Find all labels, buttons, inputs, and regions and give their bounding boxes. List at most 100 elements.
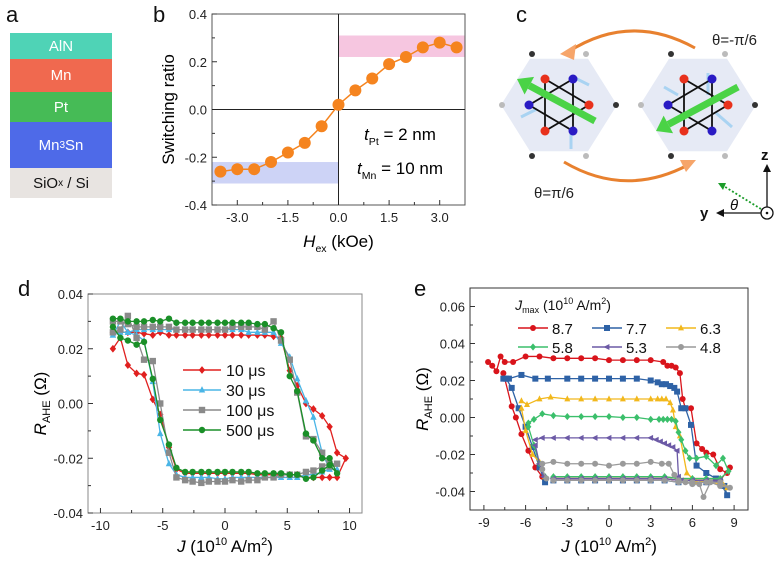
data-point xyxy=(198,468,205,476)
mn-atom-red xyxy=(679,126,689,136)
data-point xyxy=(318,463,326,470)
data-point xyxy=(261,320,269,328)
mn-atom-red xyxy=(540,126,550,136)
data-point xyxy=(564,375,571,382)
y-tick-label: 0.2 xyxy=(189,55,207,70)
data-point xyxy=(678,436,685,444)
y-axis-label: Switching ratio xyxy=(159,54,178,165)
data-point xyxy=(286,372,293,380)
y-axis-arrow-icon xyxy=(716,209,724,217)
data-point xyxy=(619,460,626,467)
legend-marker xyxy=(198,366,206,374)
data-point xyxy=(109,344,117,353)
data-point xyxy=(564,412,571,421)
panel-label-c: c xyxy=(516,2,527,27)
data-point xyxy=(703,449,710,456)
x-axis-label: J (1010 A/m2) xyxy=(176,536,273,556)
data-point xyxy=(326,455,333,462)
data-point xyxy=(688,405,695,412)
data-point xyxy=(661,477,668,484)
data-point xyxy=(109,323,117,331)
data-point xyxy=(658,395,665,402)
data-point xyxy=(281,146,294,159)
data-point xyxy=(647,357,654,364)
series-3 xyxy=(109,315,341,482)
data-point xyxy=(606,375,612,382)
data-point xyxy=(501,359,508,365)
x-tick-label: -5 xyxy=(157,518,169,533)
data-point xyxy=(245,331,252,339)
data-point xyxy=(342,454,350,463)
data-point xyxy=(606,395,612,402)
data-point xyxy=(117,326,124,333)
data-point xyxy=(261,474,269,481)
data-point xyxy=(237,323,245,331)
x-tick-label: 9 xyxy=(730,515,737,530)
data-point xyxy=(667,383,674,390)
data-point xyxy=(726,484,733,491)
data-point xyxy=(503,375,510,382)
x-tick-label: 3.0 xyxy=(431,210,449,225)
data-point xyxy=(254,320,261,328)
legend-label: 8.7 xyxy=(552,321,573,338)
data-point xyxy=(173,464,180,472)
layer-label: Mn xyxy=(50,67,72,84)
corner-atom xyxy=(529,51,535,57)
data-point xyxy=(652,436,659,443)
data-point xyxy=(543,475,550,482)
data-point xyxy=(149,357,156,365)
data-point xyxy=(349,84,362,97)
data-point xyxy=(221,319,229,326)
data-point xyxy=(664,362,671,369)
data-point xyxy=(679,396,686,402)
corner-atom xyxy=(529,153,535,159)
data-point xyxy=(198,326,205,333)
data-point xyxy=(248,163,261,176)
data-point xyxy=(550,412,557,420)
y-tick-label: 0.00 xyxy=(440,411,465,426)
layer-0: AlN xyxy=(10,33,112,59)
legend-label: 5.8 xyxy=(552,340,573,357)
data-point xyxy=(245,468,252,476)
data-point xyxy=(669,444,676,451)
data-point xyxy=(577,434,584,441)
data-point xyxy=(633,395,640,402)
data-point xyxy=(660,415,667,423)
data-point xyxy=(578,412,585,421)
legend-label: 6.3 xyxy=(700,321,721,338)
data-point xyxy=(165,449,173,456)
data-point xyxy=(550,458,557,465)
data-point xyxy=(261,470,269,477)
y-tick-label: -0.4 xyxy=(185,198,207,213)
data-point xyxy=(538,434,545,441)
data-point xyxy=(173,319,180,326)
kagome-triangle-down xyxy=(527,77,574,133)
legend-marker xyxy=(678,324,684,331)
data-point xyxy=(674,388,681,395)
data-point xyxy=(198,479,205,487)
data-point xyxy=(214,326,221,333)
data-point xyxy=(310,474,317,481)
x-tick-label: -3 xyxy=(562,515,574,530)
layer-label-rest: Sn xyxy=(65,136,84,154)
data-point xyxy=(525,419,532,427)
data-point xyxy=(205,319,213,326)
data-point xyxy=(221,331,229,339)
data-point xyxy=(530,415,537,423)
data-point xyxy=(592,477,599,484)
data-point xyxy=(719,454,726,462)
data-point xyxy=(578,355,585,362)
spin-arrow-icon xyxy=(715,111,733,129)
corner-atom xyxy=(668,51,674,57)
data-point xyxy=(678,405,685,412)
data-point xyxy=(333,460,341,467)
data-point xyxy=(109,329,117,336)
data-point xyxy=(221,468,229,476)
kagome-diagram: θ=-π/6 θ=π/6 z y θ xyxy=(499,29,774,222)
data-point xyxy=(605,434,612,441)
y-tick-label: -0.02 xyxy=(435,448,465,463)
mn-atom-red xyxy=(584,100,594,110)
mn-atom-red xyxy=(540,74,550,84)
corner-atom xyxy=(668,153,674,159)
data-point xyxy=(117,334,124,341)
